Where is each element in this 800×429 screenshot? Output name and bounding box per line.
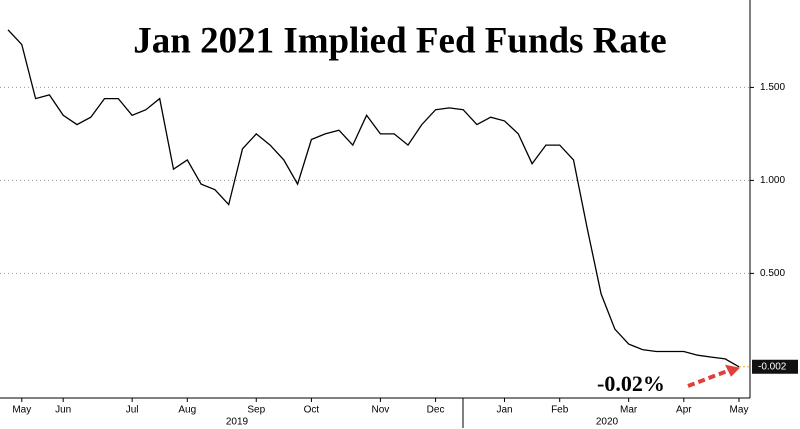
x-tick-label: Mar [620,405,638,416]
y-tick-label: 1.000 [760,175,785,186]
line-series [7,29,740,368]
annotation: -0.02% [597,371,665,396]
x-tick-label: Jun [55,405,71,416]
x-tick-label: Feb [551,405,569,416]
x-tick-label: Aug [178,405,196,416]
year-label: 2020 [596,417,619,428]
x-tick-label: Oct [304,405,320,416]
x-tick-label: Sep [247,405,265,416]
x-tick-label: Nov [371,405,389,416]
last-value-label: -0.002 [758,361,787,372]
x-tick-label: Jul [126,405,139,416]
chart-title: Jan 2021 Implied Fed Funds Rate [133,20,666,61]
x-tick-label: May [730,405,749,416]
year-label: 2019 [226,417,249,428]
last-value-box [752,359,798,374]
y-tick-label: 1.500 [760,82,785,93]
annotation-arrow [687,368,729,388]
x-tick-label: Apr [676,405,692,416]
y-tick-label: 0.500 [760,268,785,279]
x-tick-label: Dec [427,405,445,416]
arrow-head [725,364,740,377]
x-tick-label: May [12,405,31,416]
x-tick-label: Jan [496,405,512,416]
